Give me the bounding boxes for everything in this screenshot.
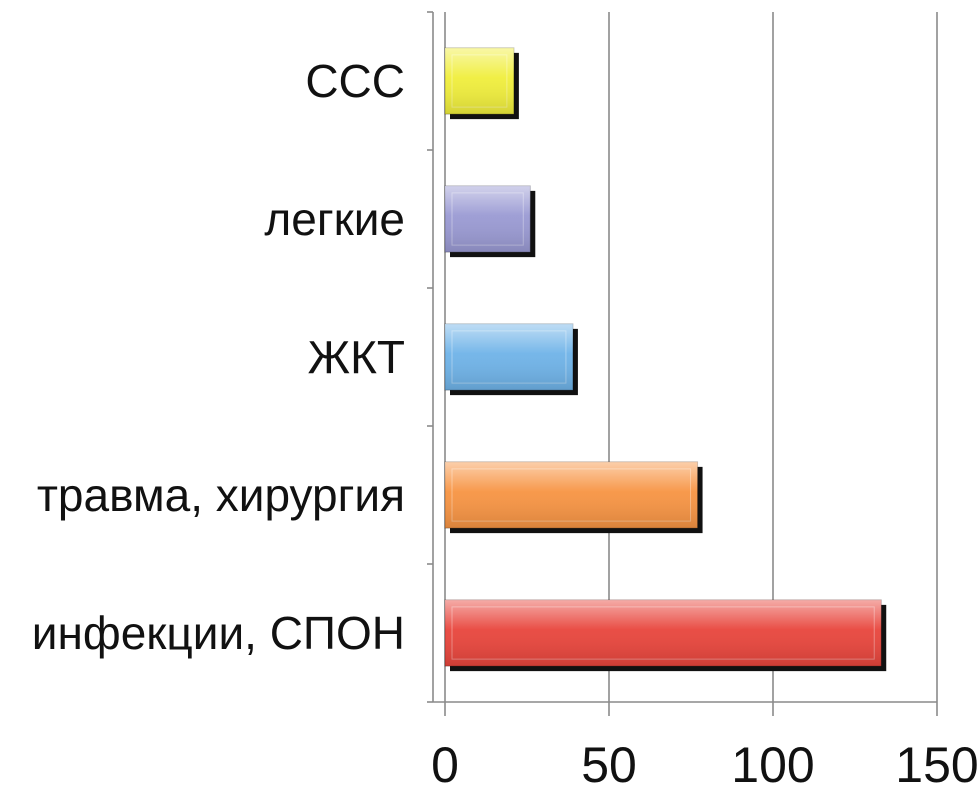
bars [444, 47, 887, 672]
category-label: травма, хирургия [37, 469, 405, 521]
bar-shine [445, 461, 698, 529]
category-label: ЖКТ [308, 331, 405, 383]
category-label: легкие [264, 193, 405, 245]
bar-shine [445, 323, 573, 391]
x-tick-label: 100 [731, 737, 814, 789]
category-label: ССС [305, 55, 405, 107]
bar-group [444, 323, 578, 396]
bar-group [444, 461, 703, 534]
bar-group [444, 599, 887, 672]
x-tick-label: 150 [895, 737, 978, 789]
category-labels: инфекции, СПОН травма, хирургия ЖКТ легкие С… [32, 55, 405, 659]
x-tick-label: 0 [431, 737, 459, 789]
bar-group [444, 185, 536, 258]
tick-labels: 0 50 100 150 [431, 737, 979, 789]
x-tick-label: 50 [581, 737, 637, 789]
bar-shine [445, 47, 514, 115]
axes [427, 11, 937, 703]
bar-shine [445, 599, 882, 667]
bar-group [444, 47, 519, 120]
category-label: инфекции, СПОН [32, 607, 405, 659]
bar-shine [445, 185, 531, 253]
